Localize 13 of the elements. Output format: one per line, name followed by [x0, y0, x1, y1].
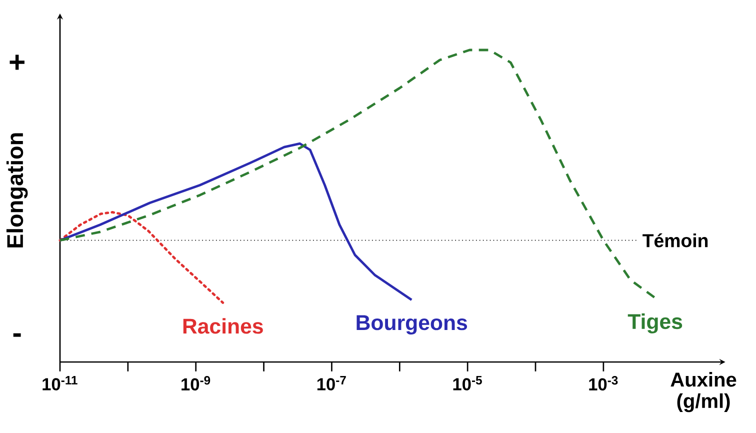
series-label: Racines [183, 318, 263, 334]
series-label: Tiges [628, 313, 682, 334]
series-label: Bourgeons [356, 315, 468, 334]
x-tick-label: 10$^{-3}$ [589, 376, 618, 390]
x-tick-label: 10$^{-11}$ [42, 376, 78, 390]
y-axis-title: Elongation [6, 133, 28, 248]
x-axis-title: Auxine (g/ml) [670, 372, 736, 412]
x-tick-label: 10$^{-7}$ [317, 376, 346, 390]
text: - [13, 333, 21, 337]
x-tick-label: 10$^{-9}$ [182, 376, 210, 390]
text: + [10, 54, 24, 70]
x-tick-label: 10$^{-5}$ [453, 376, 482, 390]
ref-line-label: Témoin [642, 233, 708, 248]
